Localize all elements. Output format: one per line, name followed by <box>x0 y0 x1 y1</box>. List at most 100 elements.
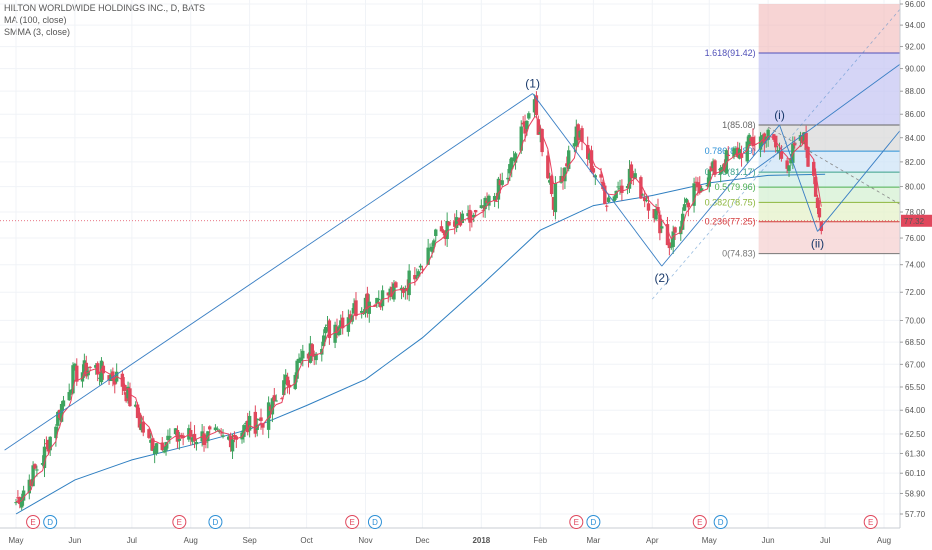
candle-body <box>147 429 151 438</box>
candle-body <box>713 160 717 175</box>
price-tick-label: 80.00 <box>905 183 926 192</box>
candle-body <box>14 502 18 504</box>
candle-body <box>511 157 516 161</box>
candle-body <box>439 226 444 232</box>
time-tick-label: Jul <box>127 536 137 545</box>
dividend-marker[interactable] <box>208 515 223 529</box>
candle-body <box>669 246 673 248</box>
fib-zone-top <box>758 4 900 53</box>
event-marker-label: E <box>30 518 35 527</box>
candle-body <box>532 99 537 113</box>
candle-body <box>173 428 178 435</box>
candle-body <box>352 303 356 314</box>
earnings-marker[interactable] <box>569 515 584 529</box>
price-tick-label: 96.00 <box>905 0 926 9</box>
candle-body <box>591 168 596 173</box>
candle-body <box>189 430 193 437</box>
candle-body <box>737 149 742 159</box>
candle-body <box>665 224 670 246</box>
candle-body <box>699 188 704 192</box>
candle-body <box>149 439 153 443</box>
candle-body <box>301 350 305 359</box>
candle-body <box>415 276 419 278</box>
candle-body <box>61 400 66 407</box>
candle-body <box>19 498 24 508</box>
earnings-marker[interactable] <box>863 515 878 529</box>
candle-body <box>46 439 50 452</box>
candle-body <box>443 231 447 239</box>
earnings-marker[interactable] <box>26 515 41 529</box>
candle-body <box>44 443 49 445</box>
candle-body <box>88 366 92 368</box>
candle-body <box>586 144 590 159</box>
candle-body <box>521 122 525 125</box>
smma-3-line <box>15 115 822 503</box>
candle-body <box>802 132 806 144</box>
candle-body <box>445 221 449 240</box>
price-tick-label: 67.00 <box>905 360 926 369</box>
candle-body <box>272 395 277 402</box>
candle-body <box>667 242 672 249</box>
price-tick-label: 58.90 <box>905 489 926 498</box>
candle-body <box>527 113 531 119</box>
candle-body <box>27 479 31 494</box>
projection-line <box>745 63 901 178</box>
chart-title: HILTON WORLDWIDE HOLDINGS INC., D, BATS <box>4 3 206 13</box>
candle-body <box>234 436 239 440</box>
candle-body <box>603 185 607 205</box>
candle-body <box>378 302 383 308</box>
candle-body <box>48 436 52 451</box>
candle-body <box>679 226 683 235</box>
candle-body <box>466 213 470 216</box>
fib-level-label: 0.786(82.89) <box>705 146 756 156</box>
fib-level-label: 1(85.08) <box>722 120 756 130</box>
candle-body <box>513 153 518 163</box>
candle-body <box>268 406 273 411</box>
candle-body <box>766 129 770 140</box>
candle-body <box>69 389 73 394</box>
time-tick-label: Dec <box>415 536 429 545</box>
candle-body <box>492 196 497 201</box>
candle-body <box>29 479 33 487</box>
candle-body <box>724 150 729 174</box>
candle-body <box>135 404 140 419</box>
candle-body <box>215 428 220 430</box>
dividend-marker[interactable] <box>586 515 601 529</box>
candle-body <box>764 136 768 141</box>
candle-body <box>494 200 499 202</box>
candle-body <box>418 265 423 268</box>
candle-body <box>75 365 79 382</box>
candle-body <box>726 154 730 156</box>
candle-body <box>247 415 252 431</box>
event-marker-label: D <box>372 518 378 527</box>
earnings-marker[interactable] <box>172 515 187 529</box>
candle-body <box>430 246 434 252</box>
candle-body <box>553 183 558 213</box>
event-marker-label: D <box>213 518 219 527</box>
candle-body <box>181 435 185 439</box>
candle-body <box>339 320 343 329</box>
candle-body <box>458 217 463 226</box>
candle-body <box>282 380 286 396</box>
earnings-marker[interactable] <box>692 515 707 529</box>
candle-body <box>587 153 592 160</box>
candle-body <box>599 174 603 178</box>
candle-body <box>593 175 597 178</box>
dividend-marker[interactable] <box>367 515 382 529</box>
chart-legend: HILTON WORLDWIDE HOLDINGS INC., D, BATS … <box>4 2 205 38</box>
event-marker-label: E <box>574 518 579 527</box>
candle-body <box>793 142 797 146</box>
dividend-marker[interactable] <box>43 515 58 529</box>
earnings-marker[interactable] <box>345 515 360 529</box>
candle-body <box>228 435 233 448</box>
candle-body <box>473 210 478 213</box>
candle-body <box>561 176 565 181</box>
candle-body <box>680 213 685 230</box>
candle-body <box>310 344 314 356</box>
candle-body <box>94 365 98 368</box>
dividend-marker[interactable] <box>713 515 728 529</box>
candle-body <box>57 409 62 419</box>
candle-body <box>390 286 394 297</box>
candle-body <box>416 271 421 277</box>
